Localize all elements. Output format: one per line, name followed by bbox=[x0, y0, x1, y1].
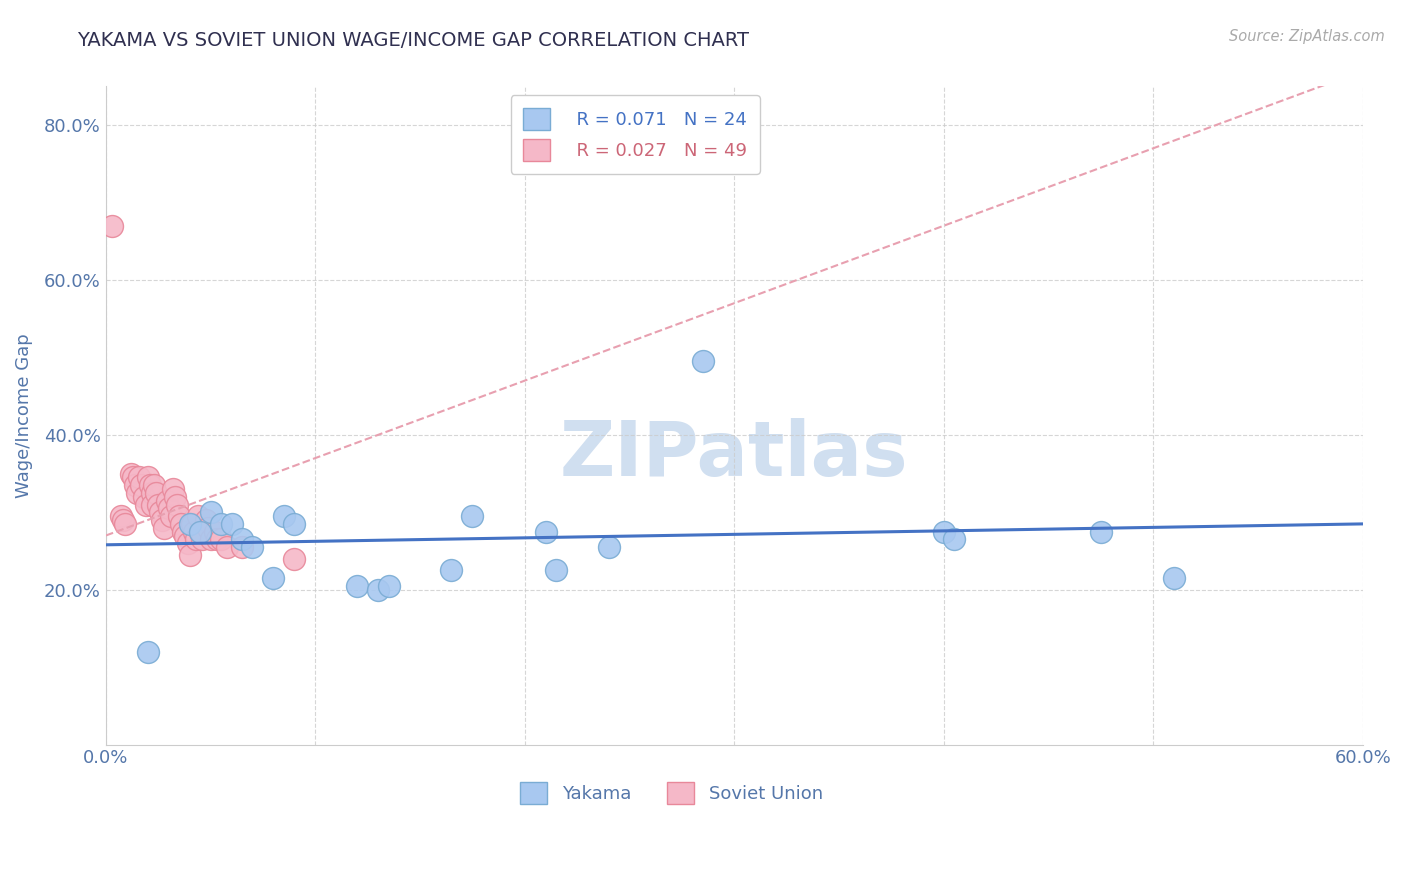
Point bbox=[231, 533, 253, 547]
Point bbox=[132, 490, 155, 504]
Point bbox=[242, 540, 264, 554]
Point bbox=[1163, 571, 1185, 585]
Point bbox=[127, 486, 149, 500]
Point bbox=[101, 219, 124, 233]
Point bbox=[943, 533, 966, 547]
Point bbox=[231, 540, 253, 554]
Point bbox=[166, 498, 188, 512]
Point bbox=[195, 513, 218, 527]
Point bbox=[162, 482, 184, 496]
Point bbox=[131, 478, 153, 492]
Text: Source: ZipAtlas.com: Source: ZipAtlas.com bbox=[1229, 29, 1385, 44]
Point bbox=[1090, 524, 1112, 539]
Point bbox=[598, 540, 620, 554]
Point bbox=[377, 579, 399, 593]
Legend: Yakama, Soviet Union: Yakama, Soviet Union bbox=[513, 775, 830, 811]
Point bbox=[155, 493, 177, 508]
Point bbox=[283, 551, 305, 566]
Point bbox=[262, 571, 284, 585]
Point bbox=[273, 509, 295, 524]
Point bbox=[114, 516, 136, 531]
Point bbox=[172, 524, 194, 539]
Point bbox=[139, 478, 162, 492]
Point bbox=[141, 498, 163, 512]
Point bbox=[187, 509, 209, 524]
Point bbox=[183, 524, 205, 539]
Point bbox=[148, 498, 170, 512]
Point bbox=[346, 579, 368, 593]
Point bbox=[163, 490, 186, 504]
Point bbox=[217, 540, 239, 554]
Point bbox=[205, 533, 228, 547]
Point bbox=[180, 516, 202, 531]
Point bbox=[170, 516, 193, 531]
Point bbox=[167, 509, 190, 524]
Point bbox=[546, 563, 568, 577]
Point bbox=[141, 486, 163, 500]
Point bbox=[209, 533, 232, 547]
Text: YAKAMA VS SOVIET UNION WAGE/INCOME GAP CORRELATION CHART: YAKAMA VS SOVIET UNION WAGE/INCOME GAP C… bbox=[77, 31, 749, 50]
Point bbox=[159, 509, 181, 524]
Point bbox=[188, 524, 211, 539]
Point bbox=[188, 524, 211, 539]
Point bbox=[135, 498, 157, 512]
Text: ZIPatlas: ZIPatlas bbox=[560, 418, 908, 492]
Point bbox=[534, 524, 557, 539]
Point bbox=[179, 548, 201, 562]
Point bbox=[204, 524, 226, 539]
Point bbox=[157, 501, 180, 516]
Point bbox=[111, 513, 134, 527]
Point bbox=[367, 582, 389, 597]
Point bbox=[197, 521, 219, 535]
Point bbox=[440, 563, 463, 577]
Point bbox=[221, 516, 243, 531]
Point bbox=[932, 524, 955, 539]
Point bbox=[120, 467, 142, 481]
Point bbox=[136, 470, 159, 484]
Point bbox=[124, 478, 146, 492]
Point bbox=[110, 509, 132, 524]
Point bbox=[145, 486, 167, 500]
Point bbox=[136, 645, 159, 659]
Point bbox=[191, 533, 214, 547]
Point bbox=[283, 516, 305, 531]
Point bbox=[461, 509, 484, 524]
Point bbox=[152, 513, 174, 527]
Point bbox=[200, 505, 222, 519]
Y-axis label: Wage/Income Gap: Wage/Income Gap bbox=[15, 333, 32, 498]
Point bbox=[200, 533, 222, 547]
Point bbox=[122, 470, 145, 484]
Point bbox=[143, 478, 166, 492]
Point bbox=[176, 536, 198, 550]
Point bbox=[153, 521, 176, 535]
Point bbox=[692, 354, 714, 368]
Point bbox=[128, 470, 150, 484]
Point bbox=[179, 516, 201, 531]
Point bbox=[174, 528, 197, 542]
Point bbox=[149, 505, 172, 519]
Point bbox=[184, 533, 207, 547]
Point bbox=[209, 516, 232, 531]
